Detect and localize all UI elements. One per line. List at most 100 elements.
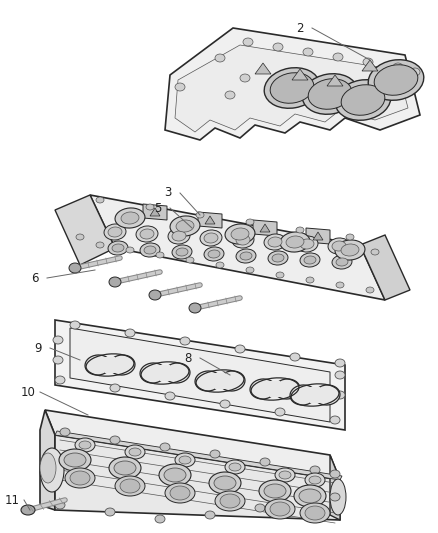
Ellipse shape xyxy=(53,356,63,364)
Polygon shape xyxy=(160,365,170,381)
Ellipse shape xyxy=(165,483,195,503)
Ellipse shape xyxy=(204,247,224,261)
Ellipse shape xyxy=(240,74,250,82)
Ellipse shape xyxy=(371,249,379,255)
Polygon shape xyxy=(90,195,385,300)
Polygon shape xyxy=(215,373,225,389)
Polygon shape xyxy=(205,216,215,224)
Ellipse shape xyxy=(264,484,286,498)
Ellipse shape xyxy=(268,237,282,247)
Ellipse shape xyxy=(341,85,385,115)
Polygon shape xyxy=(143,204,167,220)
Ellipse shape xyxy=(336,282,344,288)
Ellipse shape xyxy=(136,226,158,242)
Ellipse shape xyxy=(235,345,245,353)
Ellipse shape xyxy=(410,68,420,76)
Polygon shape xyxy=(105,357,115,373)
Ellipse shape xyxy=(305,506,325,520)
Ellipse shape xyxy=(140,363,166,383)
Ellipse shape xyxy=(60,428,70,436)
Ellipse shape xyxy=(146,204,154,210)
Ellipse shape xyxy=(225,460,245,474)
Ellipse shape xyxy=(112,244,124,252)
Ellipse shape xyxy=(172,245,192,259)
Ellipse shape xyxy=(328,238,350,254)
Text: 9: 9 xyxy=(34,342,42,354)
Ellipse shape xyxy=(175,453,195,467)
Ellipse shape xyxy=(246,219,254,225)
Ellipse shape xyxy=(159,464,191,486)
Ellipse shape xyxy=(276,272,284,278)
Ellipse shape xyxy=(255,504,265,512)
Ellipse shape xyxy=(114,461,136,475)
Ellipse shape xyxy=(286,236,304,248)
Ellipse shape xyxy=(126,247,134,253)
Text: 11: 11 xyxy=(4,494,20,506)
Polygon shape xyxy=(55,195,115,265)
Ellipse shape xyxy=(220,494,240,508)
Polygon shape xyxy=(362,60,378,71)
Ellipse shape xyxy=(195,371,221,391)
Ellipse shape xyxy=(21,505,35,515)
Polygon shape xyxy=(45,410,340,480)
Polygon shape xyxy=(260,224,270,232)
Ellipse shape xyxy=(220,400,230,408)
Ellipse shape xyxy=(341,244,359,256)
Ellipse shape xyxy=(176,220,194,232)
Ellipse shape xyxy=(55,501,65,509)
Ellipse shape xyxy=(125,329,135,337)
Ellipse shape xyxy=(156,252,164,258)
Ellipse shape xyxy=(335,240,365,260)
Ellipse shape xyxy=(180,337,190,345)
Ellipse shape xyxy=(368,60,424,100)
Polygon shape xyxy=(175,45,408,132)
Ellipse shape xyxy=(160,443,170,451)
Ellipse shape xyxy=(164,363,190,383)
Ellipse shape xyxy=(115,208,145,228)
Ellipse shape xyxy=(393,63,403,71)
Ellipse shape xyxy=(314,385,340,405)
Ellipse shape xyxy=(70,471,90,485)
Ellipse shape xyxy=(300,239,314,249)
Ellipse shape xyxy=(110,384,120,392)
Ellipse shape xyxy=(176,248,188,256)
Polygon shape xyxy=(327,75,343,86)
Ellipse shape xyxy=(305,497,315,505)
Text: 10: 10 xyxy=(21,385,35,399)
Polygon shape xyxy=(255,63,271,74)
Polygon shape xyxy=(310,387,320,403)
Ellipse shape xyxy=(243,38,253,46)
Ellipse shape xyxy=(215,491,245,511)
Text: 5: 5 xyxy=(154,201,162,214)
Ellipse shape xyxy=(279,471,291,479)
Ellipse shape xyxy=(179,456,191,464)
Ellipse shape xyxy=(308,79,352,109)
Ellipse shape xyxy=(225,224,255,244)
Text: 8: 8 xyxy=(184,351,192,365)
Ellipse shape xyxy=(196,212,204,218)
Ellipse shape xyxy=(96,197,104,203)
Ellipse shape xyxy=(172,231,186,241)
Ellipse shape xyxy=(165,392,175,400)
Ellipse shape xyxy=(332,255,352,269)
Ellipse shape xyxy=(121,212,139,224)
Ellipse shape xyxy=(40,453,56,483)
Ellipse shape xyxy=(59,449,91,471)
Polygon shape xyxy=(70,328,330,422)
Ellipse shape xyxy=(144,246,156,254)
Polygon shape xyxy=(55,435,340,520)
Ellipse shape xyxy=(214,476,236,490)
Polygon shape xyxy=(198,212,222,228)
Ellipse shape xyxy=(346,234,354,240)
Ellipse shape xyxy=(85,355,111,375)
Ellipse shape xyxy=(208,250,220,258)
Polygon shape xyxy=(55,431,342,480)
Ellipse shape xyxy=(65,468,95,488)
Ellipse shape xyxy=(330,416,340,424)
Ellipse shape xyxy=(363,58,373,66)
Ellipse shape xyxy=(216,262,224,268)
Ellipse shape xyxy=(175,83,185,91)
Ellipse shape xyxy=(264,68,320,108)
Ellipse shape xyxy=(209,472,241,494)
Ellipse shape xyxy=(108,241,128,255)
